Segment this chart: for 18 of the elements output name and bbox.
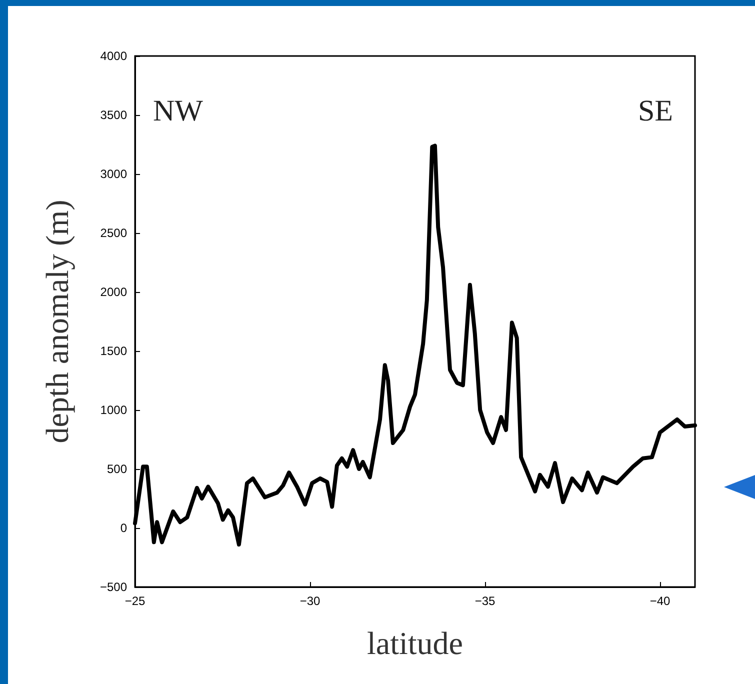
y-tick-label: 4000 <box>100 49 128 63</box>
y-axis-title: depth anomaly (m) <box>39 200 75 444</box>
annotation: SE <box>638 94 674 128</box>
x-tick-label: −40 <box>650 594 670 608</box>
y-tick-label: 1000 <box>100 403 128 417</box>
y-tick-label: 2500 <box>100 226 128 240</box>
y-tick-label: 2000 <box>100 285 128 299</box>
y-tick-label: 500 <box>106 462 128 476</box>
y-tick-label: 3500 <box>100 108 128 122</box>
x-tick-label: −30 <box>300 594 320 608</box>
y-tick-label: 1500 <box>100 344 128 358</box>
x-tick-label: −25 <box>124 594 146 608</box>
x-tick-label: −35 <box>474 594 496 608</box>
y-tick-label: −500 <box>100 580 128 594</box>
y-tick-label: 3000 <box>100 167 128 181</box>
x-axis-title: latitude <box>367 625 463 661</box>
y-tick-label: 0 <box>120 521 128 535</box>
annotation: NW <box>153 94 204 128</box>
